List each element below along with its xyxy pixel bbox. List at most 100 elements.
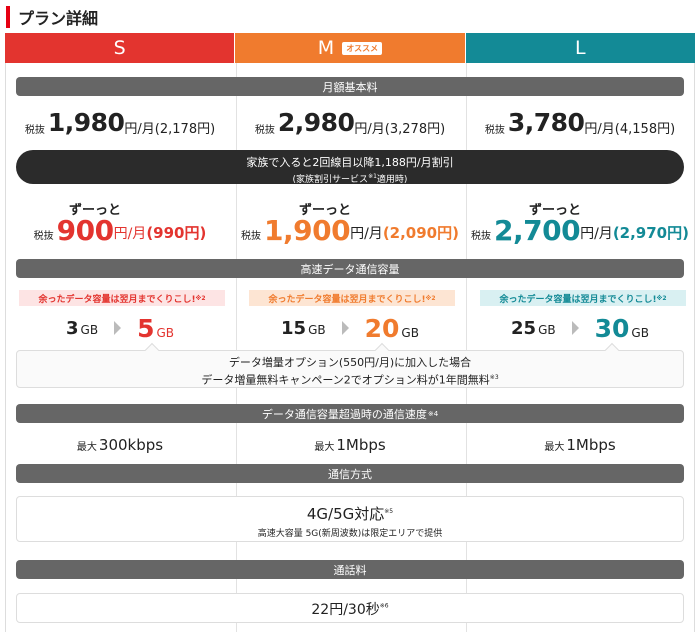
footnote-ref: ※2 [425,294,436,302]
price-cell-m: 税抜 2,980 円/月 (3,278円) [235,104,465,140]
discounted-price-row: ずーっと 税抜 900 円/月 (990円) ずーっと 税抜 1,900 円/月… [5,197,695,247]
discount-cell-m: ずーっと 税抜 1,900 円/月 (2,090円) [235,197,465,247]
discount-cell-s: ずーっと 税抜 900 円/月 (990円) [5,197,235,247]
data-option-note: データ増量オプション(550円/月)に加入した場合 データ増量無料キャンペーン2… [16,342,684,388]
speed-value: 1Mbps [336,436,386,454]
price-excl: 1,980 [47,107,125,137]
capacity-unit: GB [631,325,649,340]
capacity-unit: GB [538,322,556,337]
section-label: 月額基本料 [322,80,378,94]
capacity-unit: GB [401,325,419,340]
speed-limit-row: 最大 300kbps 最大 1Mbps 最大 1Mbps [5,430,695,460]
forever-label: ずーっと [298,202,351,218]
forever-label: ずーっと [528,202,581,218]
capacity-to: 30 GB [595,314,649,343]
capacity-from: 3 GB [66,318,98,339]
plan-table-frame [5,63,695,632]
section-data-capacity: 高速データ通信容量 [16,259,684,278]
option-line1: データ増量オプション(550円/月)に加入した場合 [228,356,472,369]
tax-excl-label: 税抜 [471,230,492,242]
column-divider [466,63,467,632]
speed-cell-s: 最大 300kbps [5,430,235,460]
rollover-text: 余ったデータ容量は翌月までくりこし! [38,294,196,305]
recommend-badge: オススメ [342,41,383,55]
section-call-fee: 通話料 [16,560,684,579]
max-label: 最大 [544,441,565,453]
plan-tab-s[interactable]: S [5,33,235,63]
price-incl: (4,158円) [614,122,676,137]
tax-excl-label: 税抜 [33,230,54,242]
price-incl: (2,178円) [154,122,216,137]
arrow-right-icon [341,321,349,335]
section-label: 通話料 [333,563,367,577]
page-title: プラン詳細 [6,4,98,30]
tax-excl-label: 税抜 [241,230,262,242]
discount-unit: 円/月 [350,225,383,242]
discount-price-excl: 2,700 [494,213,581,247]
call-fee-value: 22円/30秒 [311,602,380,618]
data-capacity-row: 3 GB 5 GB 15 GB 20 GB 25 GB 30 GB [5,312,695,344]
speed-cell-m: 最大 1Mbps [235,430,465,460]
plan-name-s: S [113,37,126,59]
rollover-badge-s: 余ったデータ容量は翌月までくりこし! ※2 [19,290,225,306]
rollover-badge-l: 余ったデータ容量は翌月までくりこし! ※2 [480,290,686,306]
arrow-right-icon [114,321,122,335]
capacity-from-value: 3 [66,317,79,339]
rollover-text: 余ったデータ容量は翌月までくりこし! [499,294,657,305]
capacity-from: 15 GB [281,318,326,339]
network-main-text: 4G/5G対応 [306,505,385,523]
rollover-text: 余ったデータ容量は翌月までくりこし! [268,294,426,305]
price-cell-s: 税抜 1,980 円/月 (2,178円) [5,104,235,140]
price-excl: 2,980 [277,107,355,137]
monthly-fee-row: 税抜 1,980 円/月 (2,178円) 税抜 2,980 円/月 (3,27… [5,104,695,140]
section-speed-limit: データ通信容量超過時の通信速度 ※4 [16,404,684,423]
network-box: 4G/5G対応※5 高速大容量 5G(新周波数)は限定エリアで提供 [16,496,684,542]
capacity-to: 20 GB [365,314,419,343]
price-unit: 円/月 [584,122,615,137]
price-unit: 円/月 [124,122,155,137]
discount-price-incl: (2,090円) [382,223,459,242]
title-accent-bar [6,6,10,28]
capacity-to-value: 30 [594,313,630,343]
call-fee-box: 22円/30秒※6 [16,593,684,623]
max-label: 最大 [314,441,335,453]
capacity-unit: GB [308,322,326,337]
family-discount-line1: 家族で入ると2回線目以降1,188円/月割引 [246,156,454,169]
capacity-to: 5 GB [137,314,174,343]
tax-excl-label: 税抜 [24,125,45,136]
discount-price-incl: (2,970円) [612,223,689,242]
family-discount-line2-pre: (家族割引サービス [292,175,369,185]
footnote-ref: ※3 [489,374,499,381]
plan-name-m: M [317,37,335,59]
section-monthly-fee: 月額基本料 [16,77,684,96]
network-sub: 高速大容量 5G(新周波数)は限定エリアで提供 [257,529,443,539]
family-discount-banner: 家族で入ると2回線目以降1,188円/月割引 (家族割引サービス※1適用時) [16,150,684,185]
price-incl: (3,278円) [384,122,446,137]
plan-tab-l[interactable]: L [465,33,695,63]
plan-tab-m[interactable]: M オススメ [234,33,466,63]
capacity-unit: GB [156,325,174,340]
capacity-cell-m: 15 GB 20 GB [235,312,465,344]
footnote-ref: ※5 [384,508,394,515]
speed-cell-l: 最大 1Mbps [465,430,695,460]
capacity-cell-l: 25 GB 30 GB [465,312,695,344]
capacity-to-value: 5 [137,313,155,343]
network-main: 4G/5G対応※5 [17,503,683,524]
page-title-text: プラン詳細 [18,9,99,28]
plan-name-l: L [575,37,586,59]
footnote-ref: ※6 [379,602,389,610]
discount-price-excl: 1,900 [264,213,351,247]
capacity-to-value: 20 [364,313,400,343]
footnote-ref: ※2 [656,294,667,302]
plan-header: S M オススメ L [5,33,695,63]
option-line2-text: データ増量無料キャンペーン2でオプション料が1年間無料 [201,373,490,387]
price-unit: 円/月 [354,122,385,137]
family-discount-line2-post: 適用時) [376,175,408,185]
discount-unit: 円/月 [580,225,613,242]
family-discount-line2: (家族割引サービス※1適用時) [16,172,684,185]
forever-label: ずーっと [68,202,121,218]
max-label: 最大 [76,441,97,453]
tax-excl-label: 税抜 [254,125,275,136]
section-label: 通信方式 [328,467,372,481]
capacity-cell-s: 3 GB 5 GB [5,312,235,344]
